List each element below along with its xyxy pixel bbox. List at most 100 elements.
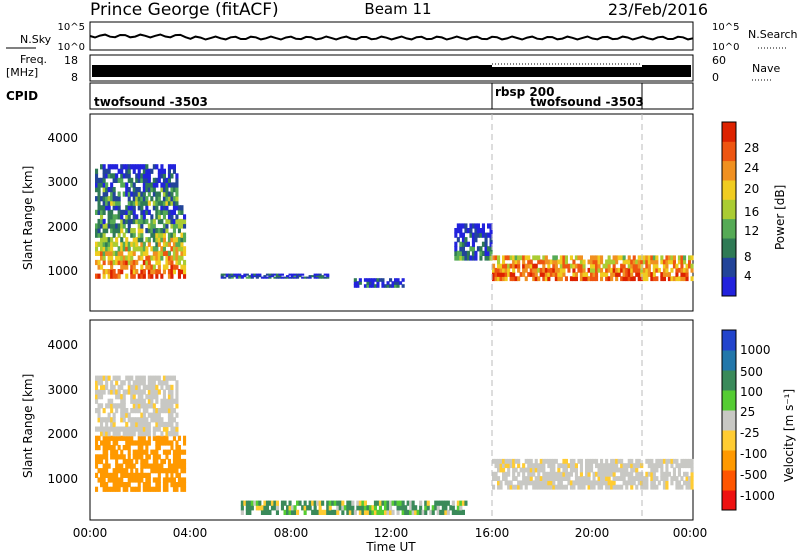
velocity-cell-2 <box>554 471 558 477</box>
power-cell-5 <box>672 276 676 282</box>
power-cell-0 <box>117 273 121 279</box>
velocity-cell-3 <box>351 505 355 511</box>
velocity-cell-3 <box>331 500 335 506</box>
power-cell-0 <box>177 269 181 275</box>
velocity-cell-3 <box>401 505 405 511</box>
velocity-cell-2 <box>514 458 518 464</box>
velocity-cell-2 <box>672 458 676 464</box>
velocity-cell-2 <box>537 471 541 477</box>
power-cell-5 <box>662 272 666 277</box>
velocity-cell-2 <box>569 458 573 464</box>
velocity-cell-3 <box>326 500 330 506</box>
power-cell-3 <box>401 284 405 288</box>
velocity-cell-3 <box>303 505 307 511</box>
power-cell-0 <box>147 264 151 270</box>
velocity-cell-0 <box>135 477 139 483</box>
power-cell-5 <box>610 259 614 265</box>
power-cell-2 <box>243 275 247 278</box>
power-cell-0 <box>175 259 179 266</box>
velocity-cell-0 <box>172 449 176 455</box>
power-cell-2 <box>255 276 259 279</box>
velocity-cell-1 <box>137 384 141 390</box>
power-cell-0 <box>172 241 176 247</box>
velocity-cell-1 <box>107 389 111 395</box>
power-cell-5 <box>600 276 604 282</box>
velocity-cell-1 <box>122 408 126 414</box>
power-cell-1 <box>140 200 144 206</box>
velocity-cell-3 <box>351 500 355 506</box>
velocity-ytick-4000: 4000 <box>47 338 78 352</box>
velocity-cell-0 <box>147 454 151 460</box>
velocity-cell-0 <box>95 435 99 441</box>
velocity-cell-3 <box>291 509 295 515</box>
velocity-cell-0 <box>155 468 159 474</box>
velocity-cell-2 <box>680 476 684 481</box>
power-cell-4 <box>459 250 463 256</box>
power-cell-4 <box>461 223 465 229</box>
power-cell-5 <box>544 267 548 273</box>
power-cell-0 <box>117 228 121 234</box>
velocity-cell-1 <box>170 417 174 423</box>
power-cell-2 <box>286 275 290 278</box>
power-cell-0 <box>132 228 136 234</box>
power-cell-0 <box>155 209 159 215</box>
power-cell-5 <box>542 263 546 269</box>
power-cell-0 <box>157 218 161 225</box>
velocity-cell-0 <box>172 486 176 492</box>
velocity-cell-2 <box>562 458 566 464</box>
velocity-cell-3 <box>391 500 395 506</box>
velocity-cell-0 <box>183 477 187 483</box>
velocity-cell-0 <box>112 477 116 483</box>
power-cell-3 <box>373 284 377 288</box>
velocity-cell-1 <box>170 398 174 404</box>
power-cell-5 <box>600 267 604 273</box>
velocity-cell-0 <box>162 449 166 455</box>
velocity-cell-1 <box>102 384 106 390</box>
velocity-cell-2 <box>585 480 589 486</box>
velocity-cell-3 <box>384 505 388 511</box>
velocity-cell-1 <box>165 375 169 381</box>
power-cell-5 <box>627 267 631 273</box>
power-cell-4 <box>481 228 485 234</box>
velocity-cell-0 <box>137 454 141 460</box>
velocity-cell-0 <box>122 486 126 492</box>
velocity-cell-3 <box>353 509 357 515</box>
velocity-cell-0 <box>142 440 146 446</box>
velocity-cell-3 <box>456 509 460 515</box>
velocity-cell-1 <box>127 412 131 418</box>
power-cell-1 <box>165 177 169 183</box>
power-cell-0 <box>122 209 126 215</box>
power-cell-4 <box>489 237 493 243</box>
power-cell-1 <box>120 182 124 188</box>
velocity-cell-2 <box>549 463 553 469</box>
power-cell-5 <box>524 263 528 269</box>
velocity-cell-1 <box>157 412 161 418</box>
velocity-cell-1 <box>112 431 116 437</box>
power-cell-0 <box>135 246 139 252</box>
power-cell-1 <box>137 177 141 183</box>
power-cell-5 <box>595 255 599 261</box>
velocity-cell-2 <box>632 467 636 473</box>
velocity-cell-1 <box>117 394 121 400</box>
power-cell-5 <box>537 276 541 282</box>
power-cell-1 <box>127 173 131 179</box>
power-cell-4 <box>461 255 465 261</box>
velocity-cell-0 <box>150 449 154 455</box>
power-cell-1 <box>170 200 174 206</box>
power-cell-0 <box>167 214 171 220</box>
power-cell-0 <box>125 214 129 220</box>
power-cell-2 <box>268 276 272 279</box>
power-cell-2 <box>240 275 244 278</box>
power-cell-1 <box>135 200 139 206</box>
power-cell-5 <box>602 263 606 269</box>
velocity-cell-1 <box>115 394 119 400</box>
velocity-cell-1 <box>132 398 136 404</box>
velocity-cell-0 <box>137 449 141 455</box>
nsky-panel: N.Sky 10^5 10^0 10^5 10^0 N.Search <box>6 21 798 53</box>
power-cell-2 <box>316 273 320 276</box>
velocity-cell-2 <box>635 463 639 469</box>
power-cell-1 <box>170 173 174 179</box>
velocity-cell-2 <box>683 471 687 477</box>
velocity-cell-0 <box>125 486 129 492</box>
velocity-cell-3 <box>280 505 284 511</box>
